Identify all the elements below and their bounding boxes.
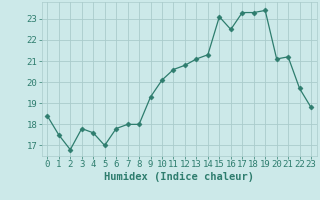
X-axis label: Humidex (Indice chaleur): Humidex (Indice chaleur)	[104, 172, 254, 182]
